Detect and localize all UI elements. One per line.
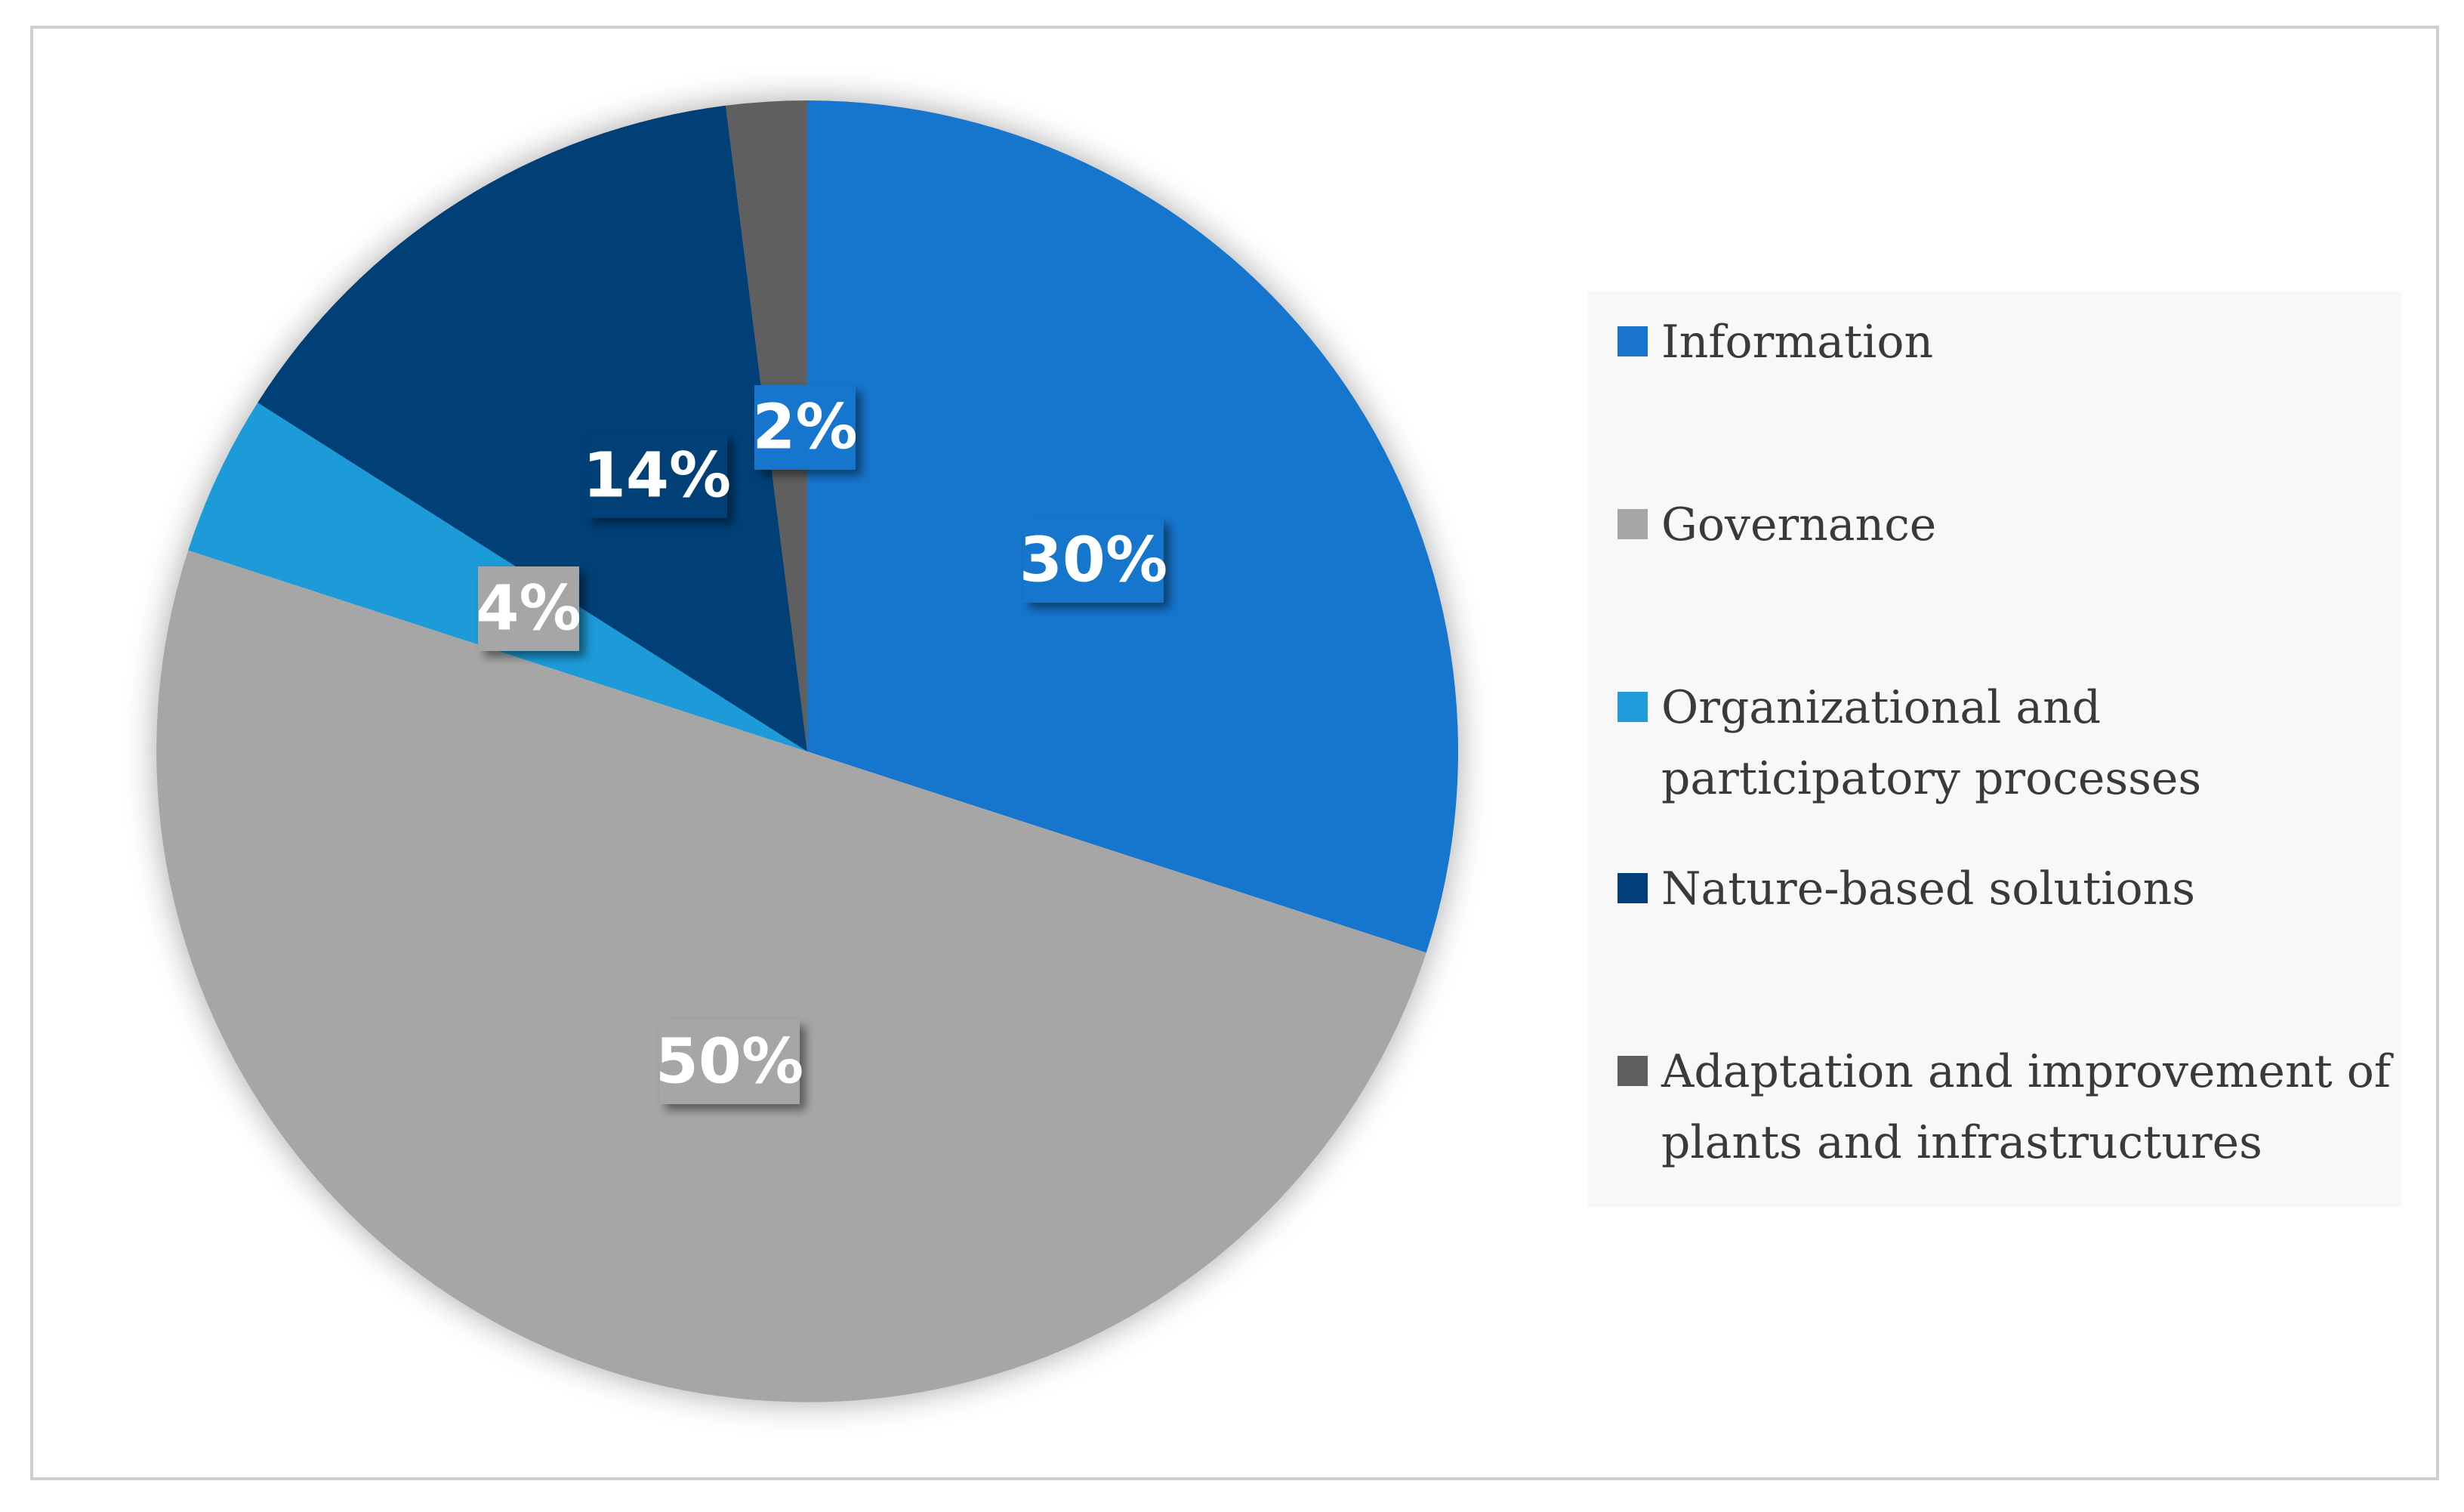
legend-item: Governance	[1617, 489, 2401, 560]
pie-data-labels: 30% 50% 4%14% 2%	[476, 385, 1167, 1104]
data-label-text: 14%	[583, 440, 731, 512]
legend-label: Nature-based solutions	[1661, 862, 2196, 915]
pie-slices	[156, 100, 1458, 1402]
pie-slice-nature-based-solutions	[258, 105, 807, 752]
data-label-text: 2%	[752, 392, 857, 464]
legend-swatch	[1617, 326, 1648, 356]
data-label-3: 4%	[476, 566, 581, 651]
data-label-1: 30%	[1019, 518, 1167, 603]
data-label-text: 4%	[476, 573, 581, 645]
data-label-box	[659, 1020, 800, 1104]
data-label-box	[587, 434, 727, 518]
legend-label: Information	[1661, 316, 1934, 369]
legend-swatch	[1617, 692, 1648, 722]
data-label-4: 14%	[583, 434, 731, 518]
data-label-box	[478, 566, 579, 651]
data-label-2: 50%	[655, 1020, 803, 1104]
data-label-box	[754, 385, 856, 470]
pie-slice-governance	[156, 550, 1426, 1402]
data-label-box	[1023, 518, 1164, 603]
legend-item: Nature-based solutions	[1617, 853, 2401, 924]
legend-item: Organizational and participatory process…	[1617, 672, 2401, 814]
legend-swatch	[1617, 509, 1648, 539]
legend: Information Governance Organizational and …	[1587, 292, 2401, 1207]
legend-swatch	[1617, 1056, 1648, 1086]
legend-item: Information	[1617, 307, 2401, 378]
legend-swatch	[1617, 873, 1648, 903]
legend-item: Adaptation and improvement of plants and…	[1617, 1036, 2401, 1178]
legend-label: Organizational and participatory process…	[1661, 681, 2202, 805]
data-label-text: 50%	[655, 1026, 803, 1098]
legend-label: Adaptation and improvement of plants and…	[1661, 1045, 2392, 1169]
legend-label: Governance	[1661, 498, 1937, 551]
data-label-5: 2%	[752, 385, 858, 470]
data-label-text: 30%	[1019, 525, 1167, 597]
